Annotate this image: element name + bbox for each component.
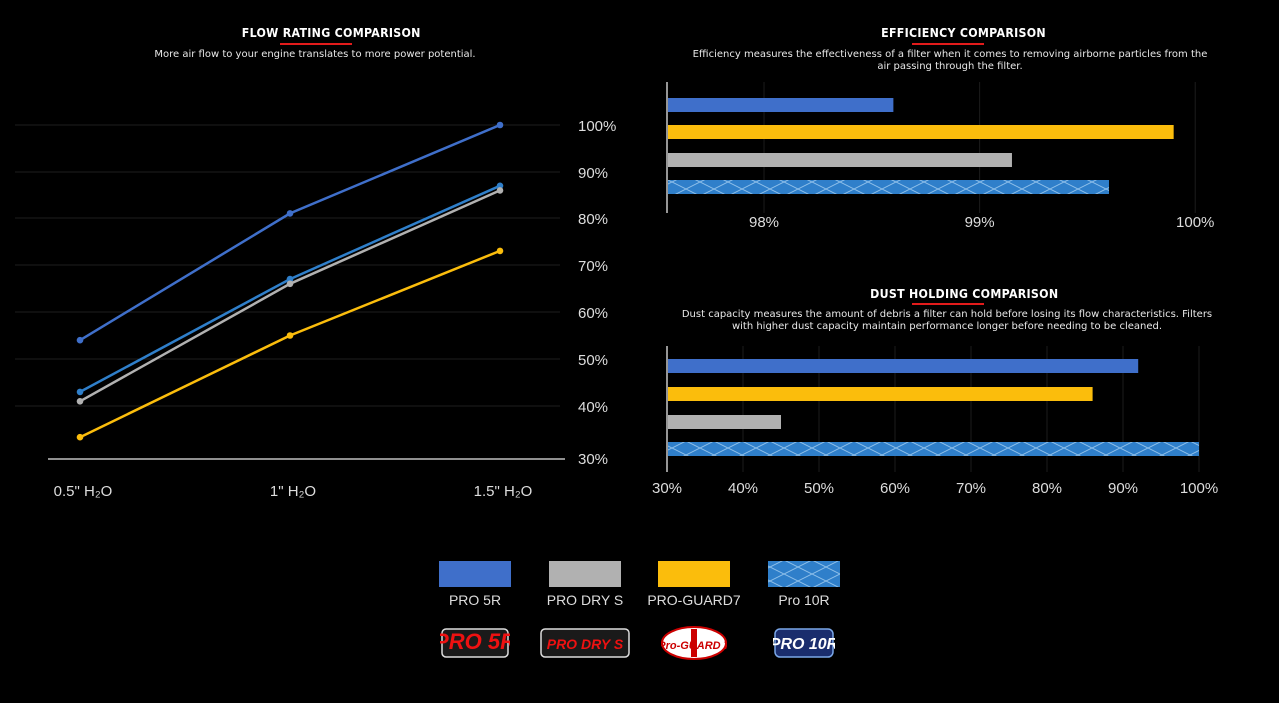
flow-x-tick-label: 0.5" H₂O [54, 483, 113, 500]
flow-data-point [286, 275, 294, 283]
dust-g-bar [668, 359, 1139, 373]
flow-series-line [79, 189, 501, 403]
flow-data-point [286, 280, 294, 288]
flow-y-tick-label: 60% [578, 305, 608, 322]
pro-5r-logo: PRO 5R [440, 628, 510, 658]
dust-g-x-tick-label: 90% [1108, 480, 1138, 497]
legend-swatch [658, 561, 730, 587]
efficiency-title-underline [912, 43, 984, 45]
flow-data-point [496, 121, 504, 129]
dust-g-x-tick-label: 60% [880, 480, 910, 497]
dust-g-x-tick-label: 50% [804, 480, 834, 497]
eff-g-bar [668, 180, 1109, 194]
dust-g-x-tick-label: 30% [652, 480, 682, 497]
logo-shape [774, 628, 834, 658]
flow-y-tick-label: 40% [578, 399, 608, 416]
flow-series-line [79, 123, 501, 342]
eff-g-bar [668, 153, 1012, 167]
dust-chart-title: DUST HOLDING COMPARISON [870, 287, 1059, 301]
eff-g-bar [668, 125, 1174, 139]
legend-label: Pro 10R [778, 592, 830, 608]
dust-g-x-tick-label: 80% [1032, 480, 1062, 497]
pro-guard-7-logo: Pro-GUARD 7 [661, 626, 727, 660]
flow-y-tick-label: 70% [578, 258, 608, 275]
logo-shape [441, 628, 509, 658]
dust-g-x-tick-label: 40% [728, 480, 758, 497]
flow-data-point [76, 336, 84, 344]
flow-data-point [76, 388, 84, 396]
flow-series-line [79, 184, 501, 394]
eff-g-x-tick-label: 100% [1176, 214, 1214, 231]
flow-x-tick-label: 1" H₂O [270, 483, 316, 500]
dust-g-bar [668, 387, 1093, 401]
flow-data-point [496, 187, 504, 194]
dust-g-x-tick-label: 70% [956, 480, 986, 497]
flow-data-point [496, 182, 504, 190]
dust-title-underline [912, 303, 984, 305]
efficiency-chart-subtitle-line1: Efficiency measures the effectiveness of… [692, 49, 1208, 60]
legend-swatch [549, 561, 621, 587]
legend-label: PRO-GUARD7 [647, 592, 741, 608]
flow-data-point [496, 247, 504, 255]
eff-g-bar [668, 98, 894, 112]
flow-data-point [286, 332, 294, 339]
flow-data-point [76, 433, 84, 441]
eff-g-x-tick-label: 98% [749, 214, 779, 231]
logo-shape [540, 628, 630, 658]
pro-10r-logo: PRO 10R [773, 628, 835, 658]
dust-g-bar [668, 442, 1199, 456]
dust-chart-subtitle-line2: with higher dust capacity maintain perfo… [731, 321, 1163, 332]
legend-label: PRO 5R [448, 592, 502, 608]
legend-label: PRO DRY S [546, 592, 624, 608]
efficiency-chart-title: EFFICIENCY COMPARISON [881, 26, 1046, 40]
logo-text: PRO 10R [773, 636, 835, 653]
dust-chart-subtitle-line1: Dust capacity measures the amount of deb… [681, 309, 1213, 320]
flow-y-tick-label: 90% [578, 165, 608, 182]
logo-text: PRO DRY S [547, 636, 624, 652]
efficiency-chart-subtitle-line2: air passing through the filter. [877, 61, 1023, 72]
legend-swatch [439, 561, 511, 587]
flow-x-tick-label: 1.5" H₂O [474, 483, 533, 500]
dust-g-x-tick-label: 100% [1180, 480, 1218, 497]
legend-swatch [768, 561, 840, 587]
flow-title-underline [280, 43, 352, 45]
flow-y-tick-label: 30% [578, 451, 608, 468]
flow-chart-title: FLOW RATING COMPARISON [241, 26, 421, 40]
dust-g-bar [668, 415, 781, 429]
flow-chart-subtitle: More air flow to your engine translates … [154, 49, 476, 60]
flow-y-tick-label: 50% [578, 352, 608, 369]
pro-dry-s-logo: PRO DRY S [540, 628, 630, 658]
flow-y-tick-label: 100% [578, 118, 616, 135]
flow-data-point [286, 210, 294, 217]
flow-y-tick-label: 80% [578, 211, 608, 228]
eff-g-x-tick-label: 99% [965, 214, 995, 231]
flow-data-point [76, 398, 84, 405]
logo-text: Pro-GUARD 7 [661, 640, 727, 652]
logo-shape [691, 629, 697, 657]
logo-text: PRO 5R [440, 629, 510, 654]
